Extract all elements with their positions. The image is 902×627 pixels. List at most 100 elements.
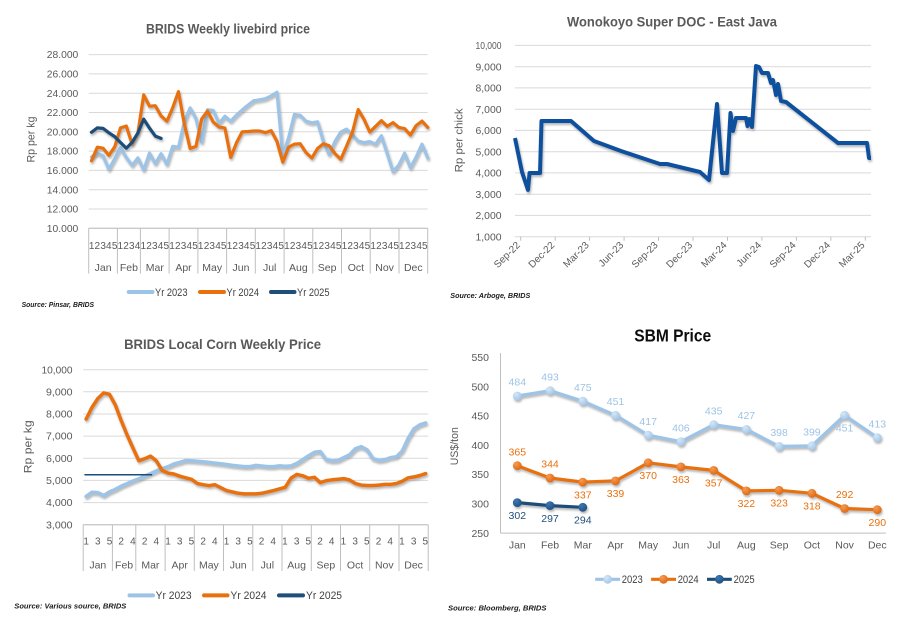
svg-text:2025: 2025 [734, 574, 755, 586]
svg-text:4,000: 4,000 [46, 498, 73, 509]
svg-text:Jan: Jan [89, 559, 106, 571]
svg-text:Jul: Jul [707, 540, 720, 552]
svg-text:24.000: 24.000 [47, 89, 79, 100]
svg-text:1: 1 [224, 536, 230, 547]
svg-text:2: 2 [142, 536, 148, 547]
svg-text:399: 399 [803, 427, 821, 439]
svg-text:1: 1 [141, 241, 147, 252]
svg-text:1: 1 [83, 536, 89, 547]
svg-text:484: 484 [509, 377, 527, 389]
svg-text:3: 3 [411, 241, 417, 252]
svg-text:4: 4 [329, 536, 335, 547]
svg-text:BRIDS Weekly livebird price: BRIDS Weekly livebird price [146, 22, 310, 37]
svg-text:4,000: 4,000 [476, 169, 502, 180]
svg-text:292: 292 [836, 489, 854, 501]
svg-text:Source: Pinsar, BRIDS: Source: Pinsar, BRIDS [22, 300, 95, 309]
svg-text:5: 5 [364, 536, 370, 547]
svg-text:Oct: Oct [347, 559, 363, 571]
svg-text:8,000: 8,000 [46, 410, 73, 421]
svg-text:1: 1 [165, 536, 171, 547]
svg-text:5: 5 [192, 241, 198, 252]
svg-text:5: 5 [365, 241, 371, 252]
svg-text:1: 1 [284, 241, 290, 252]
svg-text:3,000: 3,000 [46, 520, 73, 531]
svg-text:2: 2 [175, 241, 181, 252]
svg-text:427: 427 [738, 410, 756, 422]
svg-text:3: 3 [294, 536, 300, 547]
svg-text:493: 493 [541, 371, 559, 383]
svg-text:2: 2 [200, 536, 206, 547]
svg-text:350: 350 [471, 469, 489, 481]
svg-text:5: 5 [422, 241, 428, 252]
svg-text:Rp per chick: Rp per chick [453, 108, 465, 172]
svg-text:1: 1 [313, 241, 319, 252]
svg-text:3: 3 [382, 241, 388, 252]
svg-text:4: 4 [215, 241, 221, 252]
svg-text:Sep: Sep [770, 540, 789, 552]
svg-text:2: 2 [347, 241, 353, 252]
svg-text:3: 3 [267, 241, 273, 252]
svg-text:3: 3 [411, 536, 417, 547]
svg-text:2: 2 [232, 241, 238, 252]
svg-text:4: 4 [330, 241, 336, 252]
svg-text:4: 4 [187, 241, 193, 252]
svg-text:Yr 2024: Yr 2024 [231, 590, 267, 602]
svg-text:3: 3 [95, 536, 101, 547]
svg-text:3: 3 [152, 241, 158, 252]
svg-text:339: 339 [607, 488, 625, 500]
svg-text:5: 5 [278, 241, 284, 252]
svg-text:Yr 2025: Yr 2025 [297, 287, 330, 299]
svg-text:5,000: 5,000 [46, 476, 73, 487]
svg-text:1: 1 [399, 536, 405, 547]
svg-text:Sep: Sep [317, 559, 336, 571]
svg-text:2024: 2024 [678, 574, 699, 586]
svg-text:1: 1 [370, 241, 376, 252]
svg-text:475: 475 [574, 382, 592, 394]
svg-text:8,000: 8,000 [476, 84, 502, 95]
svg-text:Apr: Apr [172, 559, 189, 571]
svg-text:2,000: 2,000 [476, 211, 502, 222]
svg-text:26.000: 26.000 [47, 70, 79, 81]
svg-text:3: 3 [181, 241, 187, 252]
svg-text:Rp per kg: Rp per kg [25, 117, 37, 163]
svg-text:May: May [202, 262, 223, 274]
svg-text:318: 318 [803, 501, 821, 513]
svg-text:Jan: Jan [95, 262, 112, 274]
svg-text:417: 417 [639, 416, 657, 428]
svg-text:Dec: Dec [868, 540, 887, 552]
svg-text:4: 4 [244, 241, 250, 252]
svg-text:12.000: 12.000 [47, 205, 79, 216]
svg-text:Dec: Dec [404, 559, 423, 571]
svg-text:6,000: 6,000 [46, 454, 73, 465]
svg-text:5: 5 [247, 536, 253, 547]
svg-text:10,000: 10,000 [476, 41, 502, 52]
svg-text:Aug: Aug [289, 262, 308, 274]
svg-text:22.000: 22.000 [47, 108, 79, 119]
svg-text:Yr 2023: Yr 2023 [156, 590, 192, 602]
svg-text:5: 5 [336, 241, 342, 252]
svg-text:3: 3 [296, 241, 302, 252]
svg-text:Jun: Jun [672, 540, 689, 552]
svg-text:2: 2 [118, 536, 124, 547]
svg-text:May: May [199, 559, 220, 571]
svg-text:Mar: Mar [141, 559, 160, 571]
svg-text:5: 5 [112, 241, 118, 252]
svg-text:Feb: Feb [120, 262, 138, 274]
svg-text:10.000: 10.000 [47, 224, 79, 235]
svg-text:3: 3 [238, 241, 244, 252]
svg-text:1: 1 [255, 241, 261, 252]
svg-text:5: 5 [164, 241, 170, 252]
svg-text:2: 2 [261, 241, 267, 252]
svg-text:406: 406 [672, 422, 690, 434]
svg-text:1: 1 [89, 241, 95, 252]
svg-text:7,000: 7,000 [476, 105, 502, 116]
svg-text:3: 3 [352, 536, 358, 547]
svg-text:1: 1 [282, 536, 288, 547]
svg-text:Source: Arboge, BRIDS: Source: Arboge, BRIDS [450, 291, 530, 300]
svg-text:9,000: 9,000 [476, 62, 502, 73]
svg-text:Nov: Nov [835, 540, 854, 552]
svg-text:Mar: Mar [146, 262, 165, 274]
svg-text:250: 250 [471, 528, 489, 540]
svg-text:3: 3 [209, 241, 215, 252]
svg-text:10,000: 10,000 [42, 365, 73, 376]
